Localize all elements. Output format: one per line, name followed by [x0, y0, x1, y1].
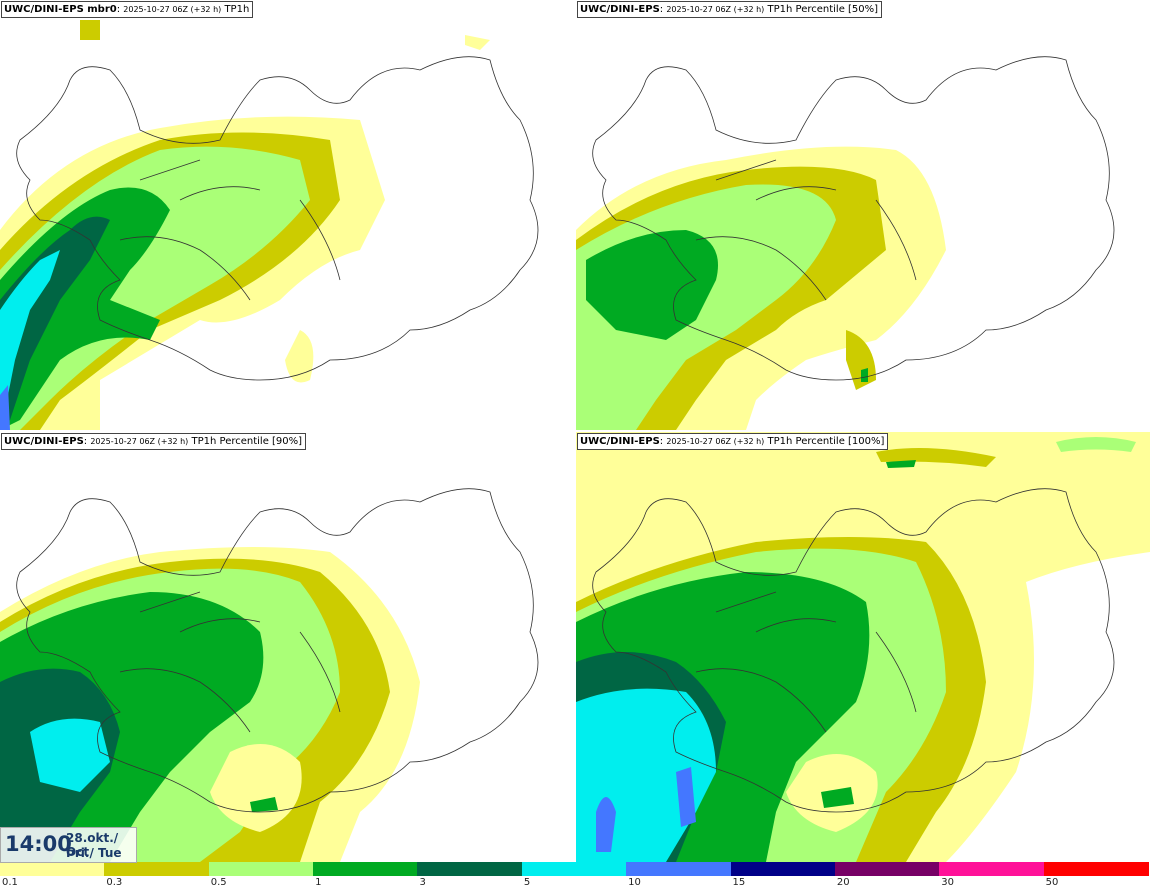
- valid-time-clock: 14:00: [5, 832, 72, 856]
- field-label: TP1h: [224, 4, 250, 15]
- iceland-coastline: [16, 56, 539, 381]
- colorbar-tick-label: 0.5: [210, 877, 227, 888]
- colorbar-tick-label: 30: [941, 877, 954, 888]
- precip-map: [576, 56, 1115, 430]
- valid-time-label: 2025-10-27 06Z (+32 h): [666, 5, 765, 14]
- iceland-coastline: [592, 488, 1115, 813]
- precip-colorbar: 0.1 0.3 0.5 1 3 5 10 15 20 30 50: [0, 862, 1150, 891]
- colorbar-tick-label: 3: [419, 877, 426, 888]
- valid-date-line1: 28.okt./ Oct: [66, 831, 119, 859]
- field-label: TP1h Percentile [90%]: [191, 436, 303, 447]
- valid-time-label: 2025-10-27 06Z (+32 h): [666, 437, 765, 446]
- colorbar-swatch: [0, 862, 105, 876]
- colorbar-swatch: [417, 862, 523, 876]
- colorbar-swatch: [208, 862, 314, 876]
- precip-map: [0, 20, 539, 430]
- map-panel-p90: UWC/DINI-EPS: 2025-10-27 06Z (+32 h) TP1…: [0, 432, 574, 862]
- model-label: UWC/DINI-EPS mbr0: [4, 4, 117, 15]
- panel-title: UWC/DINI-EPS: 2025-10-27 06Z (+32 h) TP1…: [577, 433, 889, 450]
- colorbar-swatch: [939, 862, 1045, 876]
- valid-time-box: 14:00 28.okt./ Oct Þri./ Tue: [0, 827, 137, 863]
- colorbar-swatch: [834, 862, 940, 876]
- colorbar-tick-label: 50: [1045, 877, 1059, 888]
- colorbar-tick-label: 1: [315, 877, 322, 888]
- panel-title: UWC/DINI-EPS mbr0: 2025-10-27 06Z (+32 h…: [1, 1, 254, 18]
- colorbar-tick-label: 20: [836, 877, 850, 888]
- colorbar-swatch: [521, 862, 627, 876]
- colorbar-swatch: [1043, 862, 1149, 876]
- precip-map: [0, 488, 539, 862]
- panel-title: UWC/DINI-EPS: 2025-10-27 06Z (+32 h) TP1…: [1, 433, 307, 450]
- colorbar-tick-label: 15: [732, 877, 746, 888]
- map-panel-p50: UWC/DINI-EPS: 2025-10-27 06Z (+32 h) TP1…: [576, 0, 1150, 430]
- model-label: UWC/DINI-EPS: [580, 436, 660, 447]
- colorbar-swatch: [626, 862, 732, 876]
- map-panel-p100: UWC/DINI-EPS: 2025-10-27 06Z (+32 h) TP1…: [576, 432, 1150, 862]
- precip-fill: [576, 146, 946, 430]
- precip-fill: [0, 547, 420, 862]
- colorbar-tick-label: 0.3: [106, 877, 123, 888]
- iceland-coastline: [592, 56, 1115, 381]
- map-panel-mbr0: UWC/DINI-EPS mbr0: 2025-10-27 06Z (+32 h…: [0, 0, 574, 430]
- panel-title: UWC/DINI-EPS: 2025-10-27 06Z (+32 h) TP1…: [577, 1, 883, 18]
- field-label: TP1h Percentile [100%]: [767, 436, 885, 447]
- valid-time-label: 2025-10-27 06Z (+32 h): [123, 5, 222, 14]
- valid-time-label: 2025-10-27 06Z (+32 h): [90, 437, 189, 446]
- colorbar-swatch: [313, 862, 419, 876]
- precip-map: [576, 432, 1150, 862]
- colorbar-tick-label: 0.1: [2, 877, 18, 888]
- field-label: TP1h Percentile [50%]: [767, 4, 879, 15]
- panel-divider-horizontal: [0, 430, 1150, 432]
- colorbar-swatch: [104, 862, 210, 876]
- colorbar-tick-label: 5: [523, 877, 531, 888]
- precip-fill: [0, 20, 490, 430]
- iceland-coastline: [16, 488, 539, 813]
- model-label: UWC/DINI-EPS: [580, 4, 660, 15]
- precip-fill: [576, 432, 1150, 862]
- colorbar-tick-label: 10: [628, 877, 641, 888]
- model-label: UWC/DINI-EPS: [4, 436, 84, 447]
- colorbar-swatch: [730, 862, 836, 876]
- valid-date-line2: Þri./ Tue: [66, 846, 122, 860]
